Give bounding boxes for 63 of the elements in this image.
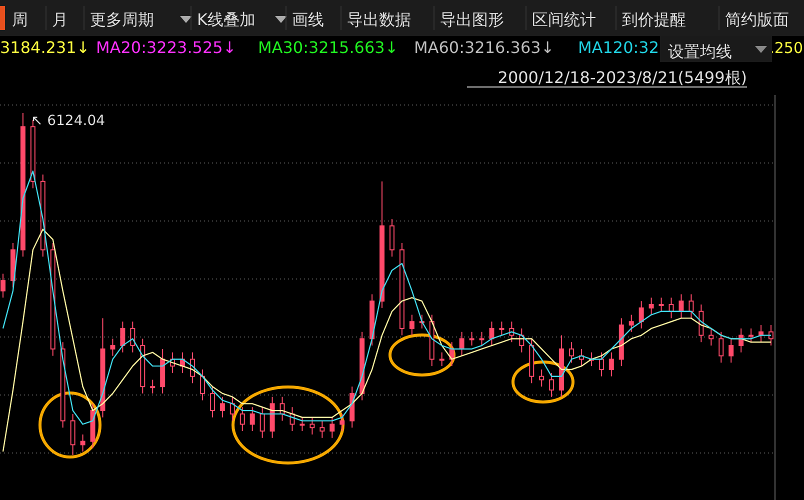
candlestick	[110, 338, 116, 356]
candlestick	[658, 297, 664, 312]
candlestick	[340, 413, 345, 432]
text: MA30:3215.663↓	[258, 38, 398, 57]
candlestick	[479, 331, 484, 346]
text: 到价提醒	[622, 10, 686, 29]
candlestick	[638, 300, 644, 329]
candlestick	[80, 434, 86, 452]
text: K线叠加	[197, 10, 256, 29]
candlestick	[0, 273, 6, 298]
candlestick	[320, 420, 325, 438]
candlestick	[130, 321, 136, 353]
text: MA20:3223.525↓	[96, 38, 236, 57]
candlestick	[499, 321, 504, 336]
candlestick	[469, 331, 474, 346]
candlestick	[210, 386, 215, 418]
candlestick	[489, 321, 494, 346]
candlestick	[539, 369, 544, 388]
candlestick	[230, 396, 235, 422]
candlestick	[300, 416, 305, 432]
chart-title: 2000/12/18-2023/8/21(5499根)	[498, 68, 747, 87]
candlestick	[648, 297, 654, 316]
candlestick	[549, 372, 554, 398]
candlestick	[728, 338, 734, 364]
candlestick	[70, 413, 76, 456]
annotation: ↖ 6124.04	[30, 113, 106, 129]
candlestick	[240, 406, 245, 432]
candlestick	[459, 331, 464, 356]
candlestick	[688, 294, 694, 319]
candlestick	[439, 352, 444, 367]
candlestick	[409, 314, 414, 336]
candlestick	[598, 352, 604, 377]
candlestick	[200, 369, 205, 401]
candlestick	[718, 331, 724, 364]
text: 区间统计	[532, 10, 596, 29]
text: 画线	[292, 10, 324, 29]
candlestick	[569, 342, 574, 364]
candlestick	[698, 304, 704, 343]
candlestick	[668, 297, 674, 319]
text: 3184.231↓	[0, 38, 90, 57]
candlestick	[708, 328, 714, 346]
text: MA60:3216.363↓	[414, 38, 554, 57]
candlestick	[220, 396, 225, 418]
candlestick	[310, 416, 315, 435]
candlestick	[608, 352, 614, 377]
candlestick	[678, 294, 684, 319]
text: 更多周期	[90, 10, 154, 29]
text: MA120:32	[578, 38, 660, 57]
text: 导出数据	[347, 10, 411, 29]
candlestick	[330, 416, 335, 438]
text: 月	[52, 10, 68, 29]
text: 周	[12, 10, 28, 29]
text: 简约版面	[725, 10, 789, 29]
candlestick	[150, 379, 156, 394]
candlestick	[260, 406, 265, 438]
text: 导出图形	[440, 10, 504, 29]
text: .250	[770, 39, 803, 57]
candlestick	[628, 314, 634, 332]
candlestick	[389, 218, 394, 258]
candlestick	[120, 321, 126, 353]
candlestick	[250, 406, 255, 432]
candlestick	[748, 328, 754, 343]
text: 设置均线	[668, 42, 732, 61]
